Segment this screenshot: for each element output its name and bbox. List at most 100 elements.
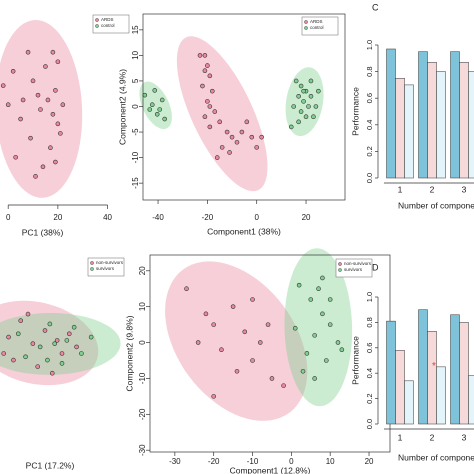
data-point <box>45 357 50 363</box>
data-point <box>55 59 61 65</box>
confidence-ellipse <box>176 36 268 192</box>
y-tick-label: 10 <box>131 50 140 59</box>
y-tick-label: -30 <box>138 444 147 456</box>
y-tick-label: 0 <box>131 104 140 109</box>
data-point <box>313 104 319 109</box>
x-axis-label: Component1 (38%) <box>207 226 281 236</box>
x-axis-label: Number of components <box>398 452 474 462</box>
data-point <box>35 364 41 369</box>
bar <box>395 78 405 179</box>
data-point <box>202 53 208 58</box>
panel-label: C <box>372 2 379 12</box>
data-point <box>250 297 255 302</box>
data-point <box>202 114 208 120</box>
data-point <box>327 297 333 302</box>
y-tick-label: 1.0 <box>365 292 374 302</box>
y-axis-label: Component2 (4.9%) <box>117 69 127 145</box>
data-point <box>42 328 48 333</box>
data-point <box>244 119 250 125</box>
data-point <box>207 104 213 109</box>
bar <box>459 322 469 425</box>
legend-label: survivors <box>96 266 115 271</box>
y-tick-label: 0.2 <box>365 393 374 403</box>
data-point <box>265 322 271 327</box>
legend-marker <box>90 267 94 271</box>
data-point <box>20 97 26 103</box>
bar <box>468 375 474 425</box>
legend-label: ARDS <box>101 17 114 22</box>
data-point <box>28 135 33 141</box>
data-point <box>60 102 66 108</box>
legend-label: ARDS <box>310 19 323 24</box>
data-point <box>219 145 225 150</box>
x-tick-label: -10 <box>247 457 259 466</box>
data-point <box>296 119 301 125</box>
data-point <box>269 376 275 381</box>
bar <box>418 309 428 425</box>
bar <box>427 331 437 425</box>
data-point <box>308 78 314 84</box>
data-point <box>300 368 306 374</box>
data-point <box>308 297 314 302</box>
legend-marker <box>95 24 99 28</box>
data-point <box>71 324 77 330</box>
y-axis-label: Component2 (9.8%) <box>124 315 134 391</box>
data-point <box>37 344 43 350</box>
data-point <box>50 49 56 55</box>
data-point <box>254 145 260 150</box>
data-point <box>211 394 216 399</box>
panel-label: D <box>372 262 379 272</box>
legend-label: control <box>101 23 115 28</box>
data-point <box>308 93 314 99</box>
x-tick-label: 0 <box>289 457 294 466</box>
data-point <box>304 351 310 356</box>
x-axis-label: Number of components <box>398 200 474 210</box>
annotation: * <box>432 361 436 372</box>
data-point <box>207 124 213 130</box>
data-point <box>25 49 31 55</box>
data-point <box>58 131 63 136</box>
y-tick-label: 0.0 <box>365 173 374 183</box>
legend-marker <box>304 20 308 24</box>
bar <box>436 71 446 179</box>
data-point <box>210 88 215 94</box>
plot-frame <box>142 13 346 201</box>
confidence-ellipse <box>0 300 99 386</box>
data-point <box>79 351 84 356</box>
data-point <box>234 368 240 374</box>
data-point <box>154 111 160 117</box>
y-tick-label: 0.2 <box>365 146 374 156</box>
x-tick-label: 1 <box>398 432 403 442</box>
data-point <box>311 114 316 120</box>
confidence-ellipse <box>165 261 308 421</box>
data-point <box>320 311 325 317</box>
data-point <box>162 116 167 122</box>
x-tick-label: -20 <box>202 213 214 222</box>
data-point <box>149 102 155 108</box>
data-point <box>339 347 345 353</box>
data-point <box>0 83 6 88</box>
x-tick-label: 3 <box>462 432 467 442</box>
data-point <box>66 331 72 337</box>
data-point <box>316 88 321 94</box>
data-point <box>316 286 321 292</box>
x-tick-label: -20 <box>208 457 220 466</box>
x-tick-label: -40 <box>152 213 164 222</box>
x-tick-label: 20 <box>302 213 311 222</box>
bar <box>404 380 414 425</box>
data-point <box>303 114 309 120</box>
data-point <box>59 361 65 366</box>
data-point <box>301 99 306 104</box>
data-point <box>64 338 70 343</box>
y-tick-label: -10 <box>131 151 140 163</box>
data-point <box>33 174 38 179</box>
data-point <box>212 109 218 114</box>
x-tick-label: 20 <box>53 213 62 222</box>
bar <box>418 51 428 179</box>
y-tick-label: 0.4 <box>365 120 374 130</box>
confidence-ellipse <box>284 248 353 407</box>
legend-label: non-survivors <box>344 261 372 266</box>
data-point <box>35 92 41 98</box>
data-point <box>203 311 209 317</box>
